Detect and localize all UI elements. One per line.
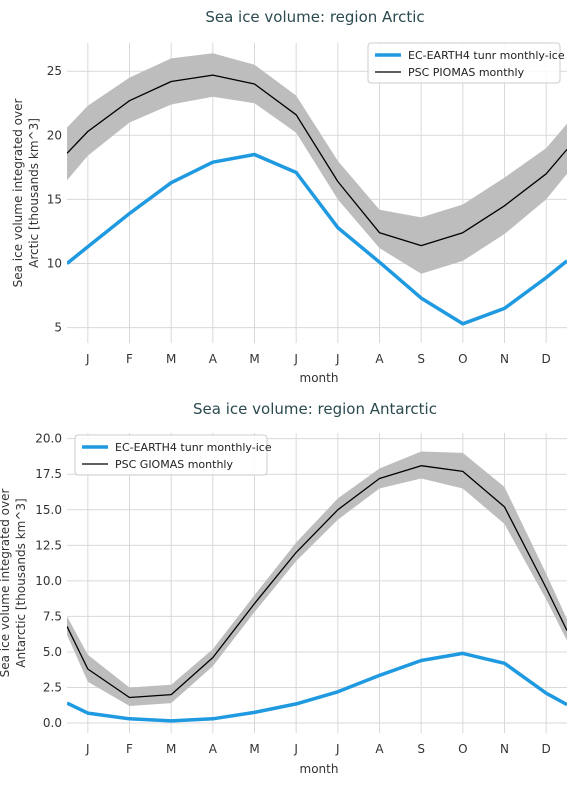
legend-box (74, 434, 268, 476)
x-tick-label: D (542, 352, 551, 366)
uncertainty-band-series-1 (67, 53, 567, 274)
plot-area (67, 451, 567, 723)
series-line-1 (67, 74, 567, 247)
chart-title: Sea ice volume: region Arctic (205, 8, 424, 26)
x-axis-label: month (300, 371, 339, 385)
legend: EC-EARTH4 tunr monthly-ice PSC PIOMAS mon… (367, 42, 565, 84)
x-axis-label: month (300, 762, 339, 776)
legend-label: EC-EARTH4 tunr monthly-ice (115, 441, 272, 454)
x-tick-label: M (166, 742, 176, 756)
y-tick-label: 15 (47, 192, 62, 206)
legend: EC-EARTH4 tunr monthly-ice PSC GIOMAS mon… (74, 434, 272, 476)
x-tick-label: J (293, 352, 298, 366)
x-tick-label: J (335, 742, 340, 756)
x-tick-label: J (85, 742, 90, 756)
x-tick-label: O (458, 742, 467, 756)
x-tick-label: F (126, 742, 133, 756)
chart-panel-1: Sea ice volume: region Antarctic 0.0 2.5 5.… (0, 400, 567, 776)
y-tick-label: 10 (47, 257, 62, 271)
x-tick-label: N (500, 742, 509, 756)
x-tick-label: S (417, 352, 425, 366)
x-tick-label: S (417, 742, 425, 756)
y-axis-label: Sea ice volume integrated over (11, 99, 25, 288)
y-tick-label: 0.0 (43, 716, 62, 730)
x-tick-label: N (500, 352, 509, 366)
chart-panel-0: Sea ice volume: region Arctic 5 10 15 20 25 J F… (11, 8, 567, 385)
series-line-0 (67, 651, 567, 723)
x-tick-label: D (542, 742, 551, 756)
series-line-0 (67, 152, 567, 326)
legend-box (367, 42, 561, 84)
y-tick-label: 25 (47, 64, 62, 78)
y-tick-label: 5.0 (43, 645, 62, 659)
series-line-1 (67, 465, 567, 699)
x-tick-label: J (85, 352, 90, 366)
x-tick-label: M (249, 352, 259, 366)
x-tick-label: J (335, 352, 340, 366)
y-axis-label: Sea ice volume integrated over (0, 489, 12, 678)
y-tick-label: 10.0 (35, 574, 62, 588)
legend-label: PSC GIOMAS monthly (115, 458, 233, 471)
y-tick-label: 20 (47, 128, 62, 142)
uncertainty-band-series-1 (67, 451, 567, 706)
y-axis-label: Antarctic [thousands km^3] (14, 498, 28, 667)
x-tick-label: A (209, 742, 218, 756)
x-tick-label: O (458, 352, 467, 366)
x-tick-label: F (126, 352, 133, 366)
y-tick-label: 12.5 (35, 538, 62, 552)
plot-area (67, 53, 567, 326)
y-tick-label: 5 (54, 321, 62, 335)
y-tick-label: 15.0 (35, 503, 62, 517)
x-tick-label: M (166, 352, 176, 366)
x-tick-label: A (375, 352, 384, 366)
x-tick-label: J (293, 742, 298, 756)
y-tick-label: 2.5 (43, 681, 62, 695)
legend-label: PSC PIOMAS monthly (408, 66, 525, 79)
x-tick-label: A (375, 742, 384, 756)
y-tick-label: 20.0 (35, 432, 62, 446)
chart-title: Sea ice volume: region Antarctic (193, 400, 437, 418)
y-axis-label: Arctic [thousands km^3] (27, 118, 41, 268)
legend-label: EC-EARTH4 tunr monthly-ice (408, 49, 565, 62)
y-tick-label: 17.5 (35, 467, 62, 481)
x-tick-label: A (209, 352, 218, 366)
y-tick-label: 7.5 (43, 609, 62, 623)
x-tick-label: M (249, 742, 259, 756)
